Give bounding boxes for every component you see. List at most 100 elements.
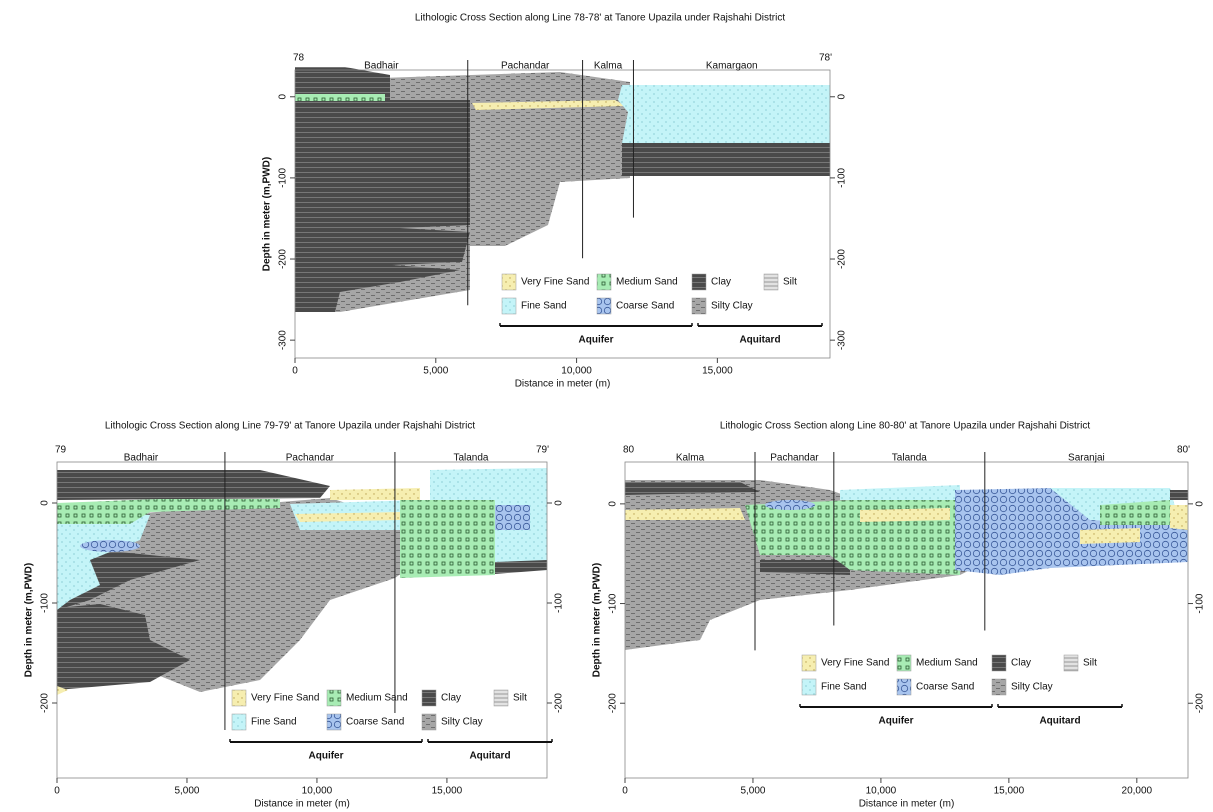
medium-sand (57, 499, 280, 524)
y-axis-title: Depth in meter (m,PWD) (592, 563, 603, 677)
y-tick-label: -300 (837, 330, 848, 350)
legend-swatch (896, 654, 912, 672)
medium-sand (295, 94, 385, 101)
x-tick-label: 10,000 (866, 786, 897, 797)
clay (57, 470, 330, 500)
chart-title: Lithologic Cross Section along Line 79-7… (105, 421, 475, 432)
medium-sand (400, 500, 495, 578)
plot-frame (56, 461, 548, 779)
y-tick-label: 0 (554, 500, 565, 506)
clay (495, 560, 547, 574)
section-79 (57, 468, 547, 695)
legend-swatch (493, 689, 509, 707)
y-tick-label: -200 (40, 693, 51, 713)
group-label: Aquifer (309, 751, 344, 762)
coarse-sand (495, 505, 530, 530)
legend-label: Coarse Sand (616, 301, 674, 312)
x-axis-title: Distance in meter (m) (515, 379, 611, 390)
plot-frame (624, 461, 1189, 779)
section-name: Talanda (892, 453, 927, 464)
legend-swatch (421, 713, 437, 731)
x-tick-label: 10,000 (302, 786, 333, 797)
legend-swatch (231, 689, 247, 707)
line-start-label: 80 (623, 445, 635, 456)
section-name: Badhair (124, 453, 159, 464)
legend-swatch (596, 273, 612, 291)
very-fine-sand (472, 100, 625, 110)
section-name: Badhair (364, 61, 399, 72)
x-tick-label: 5,000 (174, 786, 199, 797)
x-tick-label: 15,000 (432, 786, 463, 797)
y-tick-label: -100 (837, 167, 848, 187)
y-tick-label: -200 (837, 249, 848, 269)
y-tick-label: -100 (1195, 593, 1206, 613)
legend-label: Fine Sand (821, 682, 867, 693)
section-name: Pachandar (501, 61, 550, 72)
legend-label: Silt (783, 277, 797, 288)
legend-swatch (1063, 654, 1079, 672)
very-fine-sand (295, 512, 400, 522)
chart-title: Lithologic Cross Section along Line 78-7… (415, 13, 785, 24)
legend-label: Very Fine Sand (821, 658, 889, 669)
legend-swatch (421, 689, 437, 707)
coarse-sand (765, 500, 815, 510)
legend-swatch (326, 713, 342, 731)
legend-swatch (501, 273, 517, 291)
line-end-label: 80' (1177, 445, 1190, 456)
coarse-sand (955, 488, 1188, 575)
line-start-label: 79 (55, 445, 67, 456)
legend-label: Silt (513, 693, 527, 704)
y-tick-label: -100 (554, 593, 565, 613)
legend-label: Fine Sand (251, 717, 297, 728)
legend-swatch (596, 297, 612, 315)
very-fine-sand (625, 508, 745, 520)
clay (622, 143, 830, 176)
very-fine-sand (1080, 528, 1140, 544)
line-start-label: 78 (293, 53, 305, 64)
legend-swatch (501, 297, 517, 315)
y-tick-label: 0 (40, 500, 51, 506)
y-tick-label: -200 (1195, 693, 1206, 713)
group-label: Aquifer (579, 335, 614, 346)
legend-swatch (691, 297, 707, 315)
group-label: Aquitard (739, 335, 780, 346)
group-label: Aquifer (879, 716, 914, 727)
legend-swatch (991, 678, 1007, 696)
section-name: Kalma (594, 61, 623, 72)
section-80 (625, 480, 1188, 650)
y-tick-label: -100 (608, 593, 619, 613)
legend-label: Clay (711, 277, 731, 288)
coarse-sand (80, 540, 140, 552)
legend-label: Silt (1083, 658, 1097, 669)
y-axis-title: Depth in meter (m,PWD) (262, 157, 273, 271)
legend-label: Medium Sand (616, 277, 678, 288)
y-tick-label: -100 (40, 593, 51, 613)
legend-swatch (991, 654, 1007, 672)
line-end-label: 78' (819, 53, 832, 64)
chart-title: Lithologic Cross Section along Line 80-8… (720, 421, 1090, 432)
very-fine-sand (57, 686, 68, 695)
legend-label: Clay (1011, 658, 1031, 669)
legend-label: Silty Clay (441, 717, 483, 728)
clay (625, 482, 760, 495)
legend-label: Very Fine Sand (251, 693, 319, 704)
x-tick-label: 15,000 (994, 786, 1025, 797)
legend-swatch (763, 273, 779, 291)
y-tick-label: 0 (837, 94, 848, 100)
legend-swatch (326, 689, 342, 707)
x-tick-label: 0 (292, 366, 298, 377)
section-name: Kalma (676, 453, 705, 464)
very-fine-sand (1170, 505, 1188, 530)
clay (760, 560, 850, 575)
y-tick-label: -200 (278, 249, 289, 269)
y-tick-label: -300 (278, 330, 289, 350)
x-tick-label: 5,000 (740, 786, 765, 797)
legend-label: Silty Clay (711, 301, 753, 312)
x-tick-label: 10,000 (561, 366, 592, 377)
fine-sand (57, 512, 150, 610)
legend-label: Silty Clay (1011, 682, 1053, 693)
section-name: Kamargaon (706, 61, 758, 72)
y-axis-title: Depth in meter (m,PWD) (24, 563, 35, 677)
